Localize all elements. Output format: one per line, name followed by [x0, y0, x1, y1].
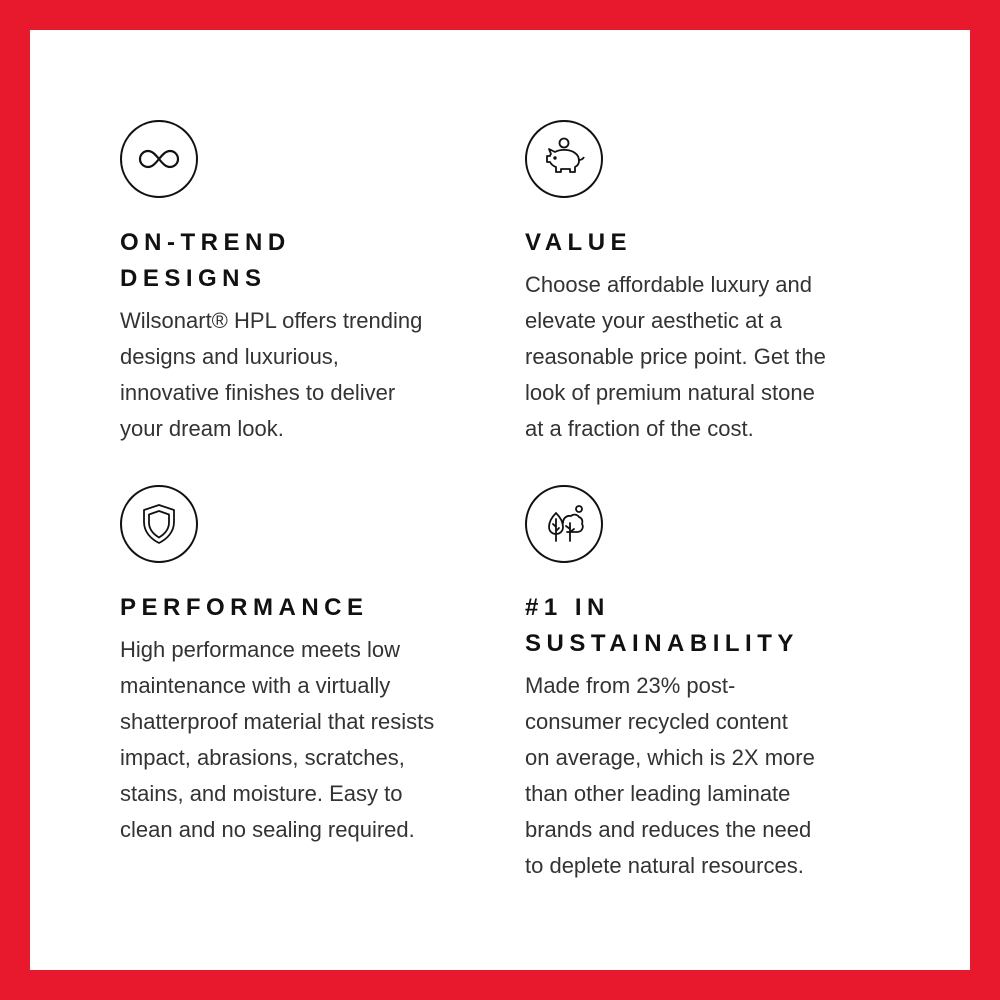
body-line: impact, abrasions, scratches,: [120, 745, 405, 770]
feature-description: Wilsonart® HPL offers trending designs a…: [120, 303, 500, 447]
piggy-bank-icon: [525, 120, 603, 198]
body-line: at a fraction of the cost.: [525, 416, 754, 441]
body-line: consumer recycled content: [525, 709, 788, 734]
heading-line: #1 IN: [525, 594, 610, 621]
heading-line: ON-TREND: [120, 229, 291, 256]
body-line: stains, and moisture. Easy to: [120, 781, 403, 806]
body-line: brands and reduces the need: [525, 817, 812, 842]
feature-sustainability: #1 IN SUSTAINABILITY Made from 23% post-…: [525, 485, 905, 884]
feature-heading: VALUE: [525, 225, 905, 261]
heading-line: PERFORMANCE: [120, 594, 369, 621]
body-line: to deplete natural resources.: [525, 853, 804, 878]
body-line: Made from 23% post-: [525, 673, 736, 698]
feature-performance: PERFORMANCE High performance meets low m…: [120, 485, 500, 848]
body-line: look of premium natural stone: [525, 380, 815, 405]
feature-heading: PERFORMANCE: [120, 590, 500, 626]
feature-heading: #1 IN SUSTAINABILITY: [525, 590, 905, 662]
heading-line: VALUE: [525, 229, 633, 256]
body-line: than other leading laminate: [525, 781, 791, 806]
trees-icon: [525, 485, 603, 563]
body-line: Wilsonart® HPL offers trending: [120, 308, 423, 333]
feature-description: Made from 23% post- consumer recycled co…: [525, 668, 905, 884]
body-line: designs and luxurious,: [120, 344, 339, 369]
feature-heading: ON-TREND DESIGNS: [120, 225, 500, 297]
heading-line: SUSTAINABILITY: [525, 630, 799, 657]
feature-description: Choose affordable luxury and elevate you…: [525, 267, 905, 447]
heading-line: DESIGNS: [120, 265, 267, 292]
feature-value: VALUE Choose affordable luxury and eleva…: [525, 120, 905, 447]
body-line: reasonable price point. Get the: [525, 344, 826, 369]
feature-description: High performance meets low maintenance w…: [120, 632, 500, 848]
body-line: elevate your aesthetic at a: [525, 308, 782, 333]
feature-on-trend-designs: ON-TREND DESIGNS Wilsonart® HPL offers t…: [120, 120, 500, 447]
body-line: High performance meets low: [120, 637, 401, 662]
infinity-icon: [120, 120, 198, 198]
shield-icon: [120, 485, 198, 563]
body-line: innovative finishes to deliver: [120, 380, 396, 405]
body-line: on average, which is 2X more: [525, 745, 815, 770]
body-line: Choose affordable luxury and: [525, 272, 813, 297]
body-line: clean and no sealing required.: [120, 817, 415, 842]
body-line: shatterproof material that resists: [120, 709, 435, 734]
body-line: maintenance with a virtually: [120, 673, 391, 698]
body-line: your dream look.: [120, 416, 284, 441]
